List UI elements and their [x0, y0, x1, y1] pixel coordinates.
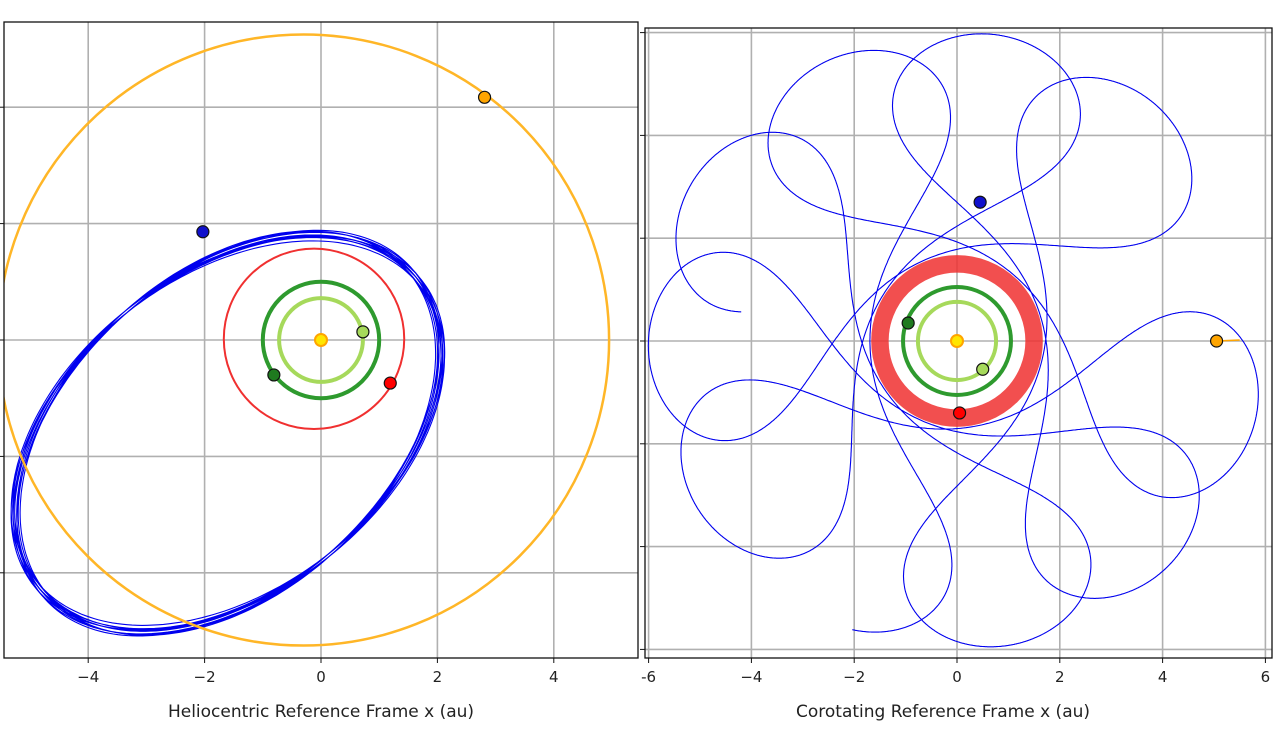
x-tick-label: 0: [952, 668, 962, 686]
asteroid-orbit: [10, 229, 446, 637]
corotating-x-axis-label: Corotating Reference Frame x (au): [795, 702, 1091, 722]
orbit-mars: [222, 247, 406, 431]
body-venus-marker: [976, 362, 990, 376]
x-tick-label: -6: [641, 668, 656, 686]
body-venus-marker: [356, 325, 370, 339]
body-jupiter-marker: [477, 90, 492, 104]
body-asteroid-marker: [196, 225, 210, 239]
x-tick-label: 2: [433, 668, 443, 686]
panel-heliocentric: −4 −2 0 2 4: [0, 21, 639, 686]
body-asteroid-marker: [973, 195, 987, 209]
x-tick-label: 4: [1158, 668, 1168, 686]
x-tick-label: 6: [1261, 668, 1271, 686]
orbit-jupiter: [4, 33, 611, 647]
asteroid-orbit: [647, 33, 1259, 648]
panel-corotating: -6 −4 −2 0 2 4 6: [640, 27, 1273, 686]
plot-area: [645, 28, 1272, 658]
body-earth-marker: [901, 316, 915, 330]
x-tick-label: −4: [77, 668, 99, 686]
orbit-earth: [901, 285, 1013, 397]
x-tick-label: −2: [194, 668, 216, 686]
x-tick-label: 2: [1055, 668, 1065, 686]
heliocentric-x-axis-label: Heliocentric Reference Frame x (au): [167, 702, 475, 722]
body-earth-marker: [267, 368, 281, 382]
body-mars-marker: [952, 406, 967, 420]
axes-frame: [644, 27, 1273, 659]
orbit-earth: [260, 279, 382, 401]
body-mars-marker: [383, 376, 397, 390]
body-sun-marker: [950, 334, 964, 348]
orbit-venus: [915, 299, 999, 383]
body-jupiter-marker: [1209, 334, 1224, 348]
x-tick-label: 0: [316, 668, 326, 686]
orbit-venus: [277, 296, 365, 384]
body-sun-marker: [314, 333, 328, 347]
x-tick-label: 4: [549, 668, 559, 686]
plot-area: [4, 22, 638, 658]
x-tick-label: −4: [740, 668, 762, 686]
x-tick-label: −2: [843, 668, 865, 686]
